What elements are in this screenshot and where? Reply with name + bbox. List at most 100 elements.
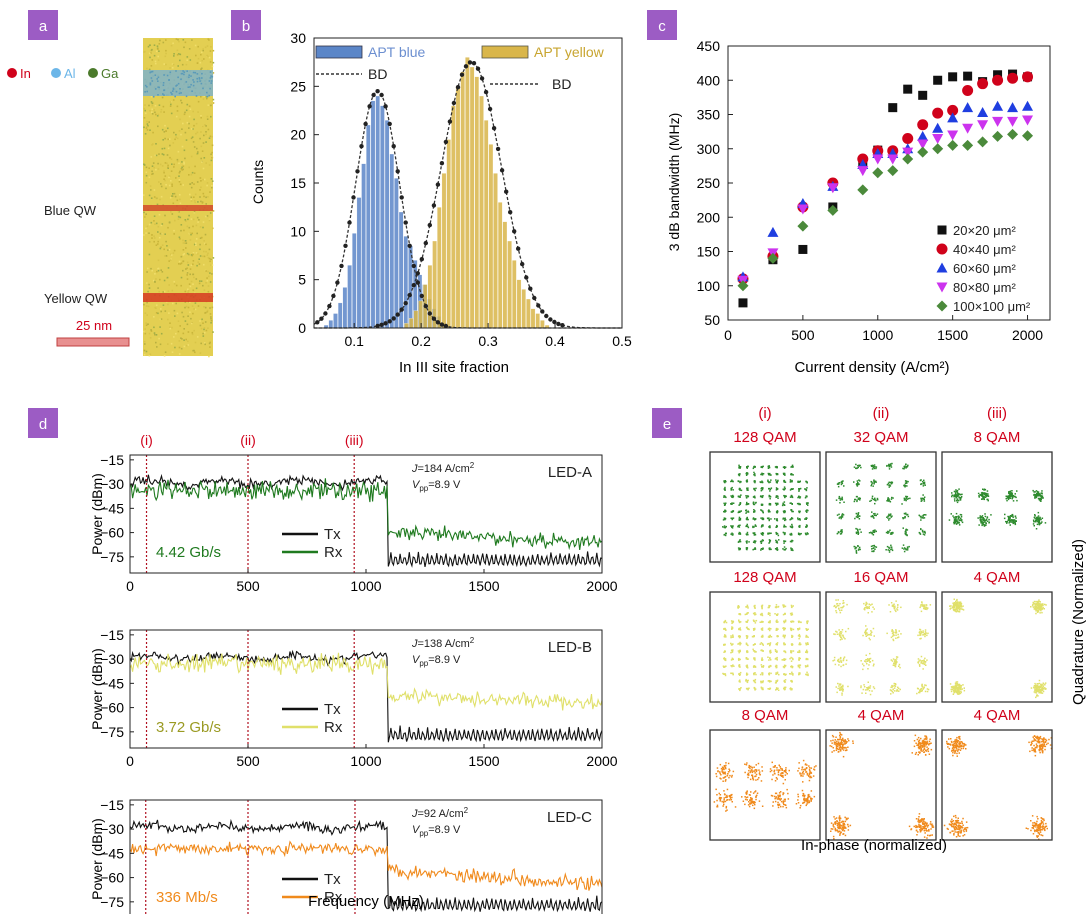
constellation-point xyxy=(960,686,962,688)
bandwidth-point xyxy=(917,130,929,141)
apt-atom xyxy=(202,192,205,195)
constellation-point xyxy=(798,665,801,667)
constellation-point xyxy=(1037,602,1039,604)
apt-atom xyxy=(146,126,148,128)
constellation-point xyxy=(732,621,735,623)
apt-atom xyxy=(150,95,153,98)
constellation-point xyxy=(854,547,856,550)
apt-atom xyxy=(184,240,187,242)
constellation-point xyxy=(786,773,788,775)
constellation-point xyxy=(983,496,985,498)
constellation-point xyxy=(783,636,786,639)
constellation-point xyxy=(768,495,770,498)
constellation-point xyxy=(775,629,777,631)
constellation-point xyxy=(746,613,748,615)
constellation-point xyxy=(784,620,787,623)
apt-atom xyxy=(194,165,196,168)
apt-atom xyxy=(151,104,154,107)
constellation-point xyxy=(923,687,925,689)
bandwidth-point xyxy=(887,165,899,177)
constellation-point xyxy=(804,768,806,771)
constellation-point xyxy=(865,659,867,661)
constellation-point xyxy=(802,759,805,762)
constellation-point xyxy=(838,497,840,500)
constellation-point xyxy=(791,517,794,520)
constellation-point xyxy=(889,481,892,484)
constellation-point xyxy=(739,644,741,646)
constellation-point xyxy=(746,799,748,801)
constellation-point xyxy=(987,493,989,495)
constellation-point xyxy=(739,502,741,504)
constellation-point xyxy=(862,668,864,671)
al-atom xyxy=(162,82,165,84)
constellation-point xyxy=(739,503,741,506)
constellation-point xyxy=(775,606,778,608)
bandwidth-point xyxy=(767,226,779,237)
constellation-point xyxy=(738,680,741,682)
constellation-point xyxy=(1044,688,1046,690)
constellation-point xyxy=(926,690,929,693)
apt-atom xyxy=(198,282,201,285)
bandwidth-point xyxy=(797,220,809,232)
apt-blue-bar xyxy=(366,124,371,329)
constellation-point xyxy=(799,773,801,775)
blue-qw-layer xyxy=(143,205,213,211)
apt-atom xyxy=(203,328,205,331)
constellation-point xyxy=(745,678,747,681)
constellation-point xyxy=(769,644,771,647)
constellation-point xyxy=(806,487,808,489)
apt-atom xyxy=(207,104,210,106)
constellation-point xyxy=(859,464,861,467)
apt-atom xyxy=(208,355,210,358)
constellation-point xyxy=(762,534,764,536)
constellation-point xyxy=(799,533,801,535)
constellation-point xyxy=(979,515,981,517)
constellation-point xyxy=(769,605,771,607)
constellation-point xyxy=(1040,500,1042,502)
yellow-qw-layer xyxy=(143,293,213,302)
apt-atom xyxy=(186,252,189,255)
apt-atom xyxy=(190,137,193,140)
constellation-point xyxy=(790,496,793,498)
constellation-point xyxy=(860,531,862,533)
constellation-point xyxy=(759,643,761,645)
constellation-point xyxy=(755,796,757,798)
constellation-point xyxy=(838,683,841,685)
constellation-point xyxy=(888,551,891,553)
constellation-point xyxy=(775,689,777,691)
constellation-point xyxy=(798,488,801,490)
constellation-point xyxy=(738,526,741,528)
apt-atom xyxy=(165,63,167,66)
column-label: (iii) xyxy=(987,405,1007,422)
apt-atom xyxy=(199,189,201,191)
constellation-point xyxy=(768,548,771,550)
constellation-point xyxy=(731,486,733,489)
constellation-point xyxy=(955,600,957,603)
constellation-point xyxy=(782,488,784,490)
constellation-point xyxy=(1033,608,1035,610)
constellation-point xyxy=(837,687,839,690)
constellation-point xyxy=(747,487,749,489)
apt-atom xyxy=(167,303,169,306)
apt-atom xyxy=(187,344,190,346)
constellation-point xyxy=(871,532,873,535)
al-atom xyxy=(196,80,199,83)
constellation-point xyxy=(745,495,747,497)
apt-atom xyxy=(157,240,159,243)
constellation-point xyxy=(732,480,734,483)
constellation-point xyxy=(799,651,801,653)
apt-atom xyxy=(183,163,185,165)
constellation-point xyxy=(985,524,987,526)
constellation-point xyxy=(856,483,858,485)
constellation-point xyxy=(960,690,962,692)
constellation-point xyxy=(753,766,755,768)
constellation-point xyxy=(756,794,758,797)
al-atom xyxy=(209,87,211,90)
constellation-point xyxy=(904,482,907,484)
apt-atom xyxy=(185,242,188,244)
constellation-point xyxy=(775,531,777,534)
constellation-point xyxy=(855,547,858,549)
panel-label-e: e xyxy=(663,416,671,433)
apt-atom xyxy=(151,170,153,173)
constellation-point xyxy=(754,540,757,542)
